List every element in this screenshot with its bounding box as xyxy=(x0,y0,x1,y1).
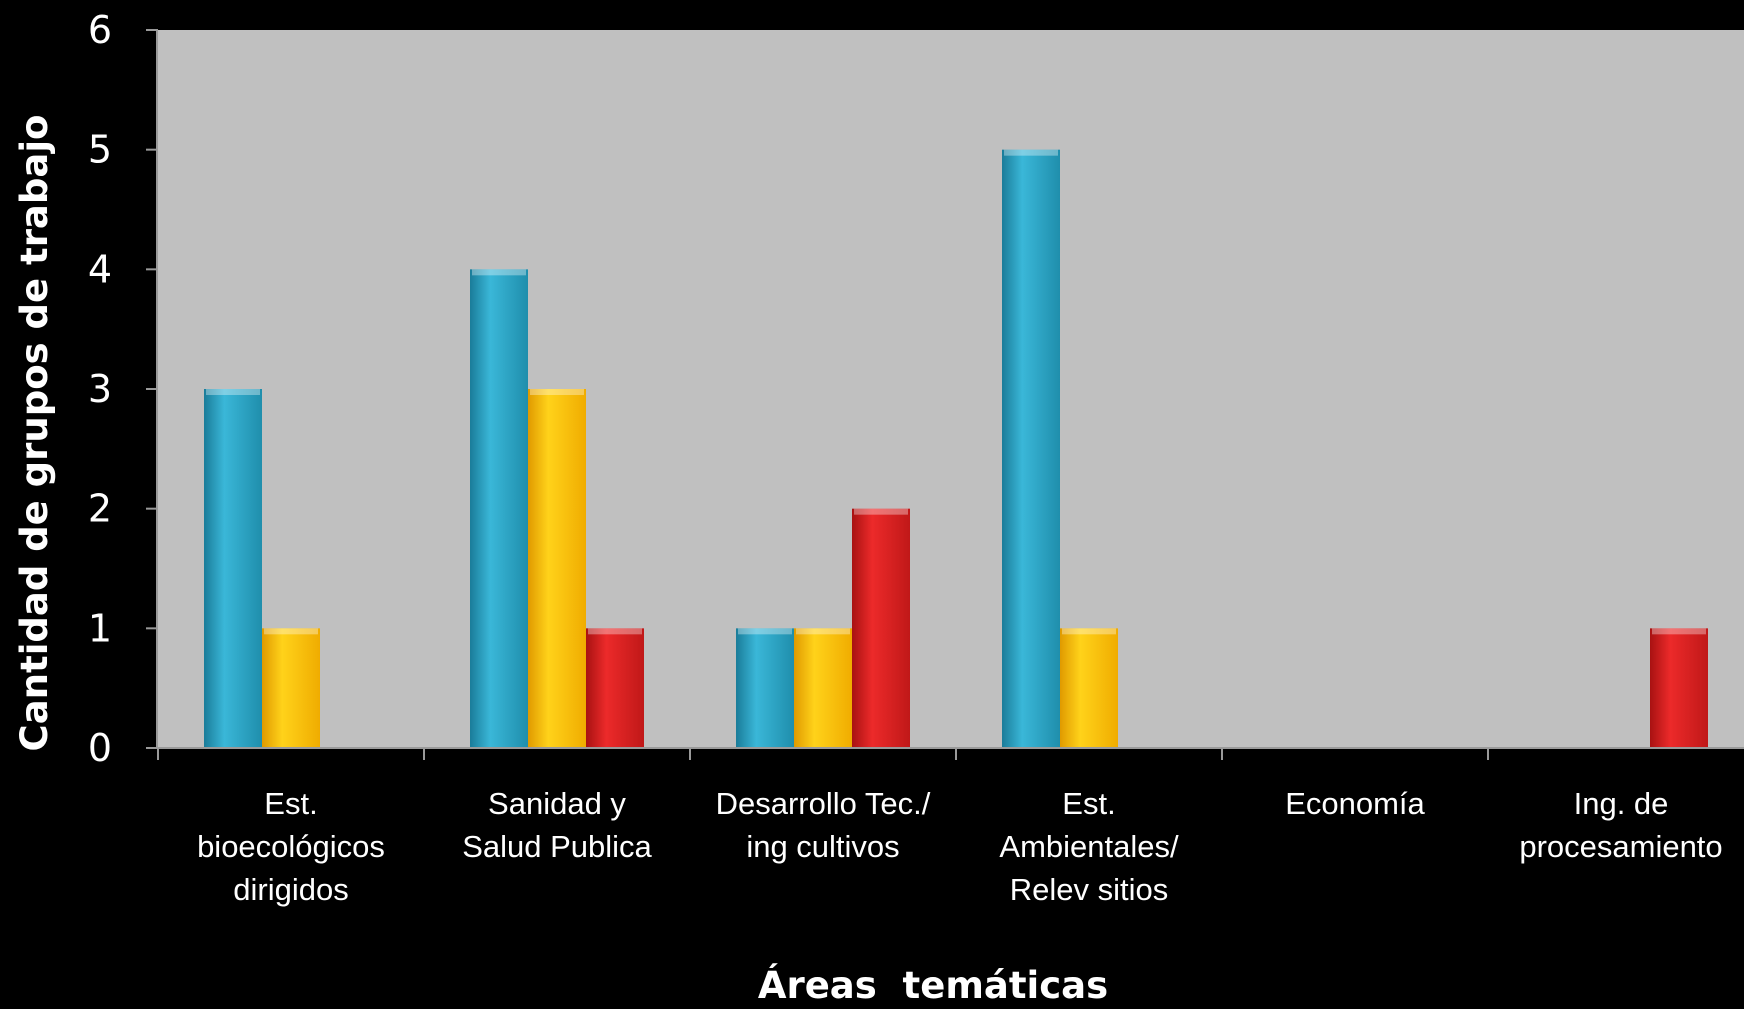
bar-series0-cat1 xyxy=(470,269,528,748)
plot-area xyxy=(158,30,1744,748)
bar-top-highlight xyxy=(854,508,908,515)
x-category-label: Desarrollo Tec./ing cultivos xyxy=(716,786,931,864)
bar-series2-cat2 xyxy=(852,508,910,748)
y-tick-label: 2 xyxy=(88,487,112,531)
y-axis-ticks: 0 1 2 3 4 5 6 xyxy=(88,8,158,770)
bar-series2-cat5 xyxy=(1650,628,1708,748)
bar-top-highlight xyxy=(738,628,792,635)
bar-series1-cat3 xyxy=(1060,628,1118,748)
x-axis-category-labels: Est. bioecológicos dirigidos Sanidad y Salud… xyxy=(197,786,1723,907)
y-tick-label: 5 xyxy=(88,128,112,172)
bar-top-highlight xyxy=(796,628,850,635)
bars-layer xyxy=(204,149,1708,748)
bar-series1-cat0 xyxy=(262,628,320,748)
bar-series0-cat2 xyxy=(736,628,794,748)
y-tick-label: 3 xyxy=(88,367,112,411)
bar-series1-cat2 xyxy=(794,628,852,748)
x-axis-title: Áreas temáticas xyxy=(758,963,1108,1007)
bar-top-highlight xyxy=(472,269,526,276)
bar-series2-cat1 xyxy=(586,628,644,748)
bar-top-highlight xyxy=(530,389,584,395)
y-axis-title: Cantidad de grupos de trabajo xyxy=(13,115,56,752)
bar-top-highlight xyxy=(264,628,318,635)
y-tick-label: 1 xyxy=(88,606,112,650)
y-tick-label: 4 xyxy=(88,247,112,291)
y-tick-label: 0 xyxy=(88,726,112,770)
bar-top-highlight xyxy=(1004,149,1058,156)
bar-top-highlight xyxy=(1652,628,1706,635)
x-axis-ticks xyxy=(157,748,1489,760)
bar-top-highlight xyxy=(206,389,260,395)
bar-series0-cat3 xyxy=(1002,149,1060,748)
bar-top-highlight xyxy=(588,628,642,635)
bar-series1-cat1 xyxy=(528,389,586,748)
bar-series0-cat0 xyxy=(204,389,262,748)
x-category-label: Est. Ambientales/Relev sitios xyxy=(999,786,1179,907)
bar-top-highlight xyxy=(1062,628,1116,635)
x-category-label: Sanidad y Salud Publica xyxy=(462,786,652,864)
y-tick-label: 6 xyxy=(88,8,112,52)
x-category-label: Economía xyxy=(1285,786,1425,821)
x-category-label: Est. bioecológicos dirigidos xyxy=(197,786,385,907)
x-category-label: Ing. de procesamiento xyxy=(1519,786,1722,864)
